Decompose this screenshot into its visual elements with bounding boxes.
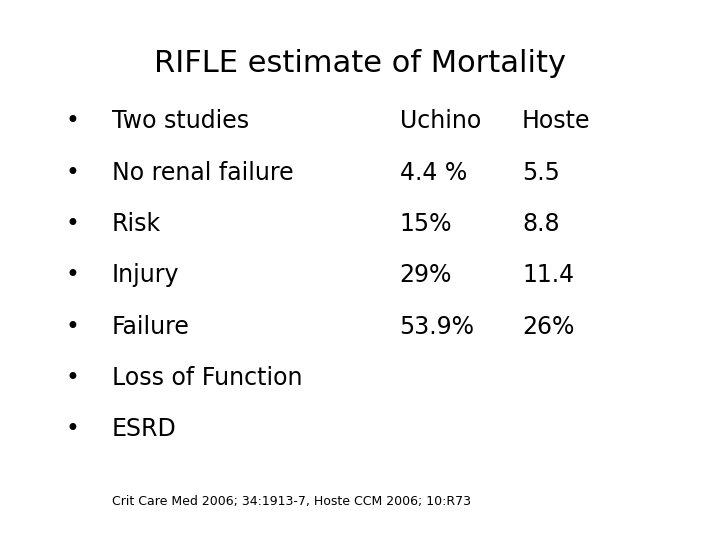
Text: •: • [65,264,79,287]
Text: Injury: Injury [112,264,179,287]
Text: •: • [65,161,79,185]
Text: •: • [65,110,79,133]
Text: •: • [65,212,79,236]
Text: 4.4 %: 4.4 % [400,161,467,185]
Text: 29%: 29% [400,264,452,287]
Text: •: • [65,417,79,441]
Text: Loss of Function: Loss of Function [112,366,302,390]
Text: Failure: Failure [112,315,189,339]
Text: ESRD: ESRD [112,417,176,441]
Text: Hoste: Hoste [522,110,590,133]
Text: 53.9%: 53.9% [400,315,474,339]
Text: •: • [65,315,79,339]
Text: Two studies: Two studies [112,110,248,133]
Text: Risk: Risk [112,212,161,236]
Text: 11.4: 11.4 [522,264,574,287]
Text: 5.5: 5.5 [522,161,560,185]
Text: 26%: 26% [522,315,575,339]
Text: RIFLE estimate of Mortality: RIFLE estimate of Mortality [154,49,566,78]
Text: Crit Care Med 2006; 34:1913-7, Hoste CCM 2006; 10:R73: Crit Care Med 2006; 34:1913-7, Hoste CCM… [112,495,471,508]
Text: 8.8: 8.8 [522,212,559,236]
Text: 15%: 15% [400,212,452,236]
Text: •: • [65,366,79,390]
Text: Uchino: Uchino [400,110,481,133]
Text: No renal failure: No renal failure [112,161,293,185]
